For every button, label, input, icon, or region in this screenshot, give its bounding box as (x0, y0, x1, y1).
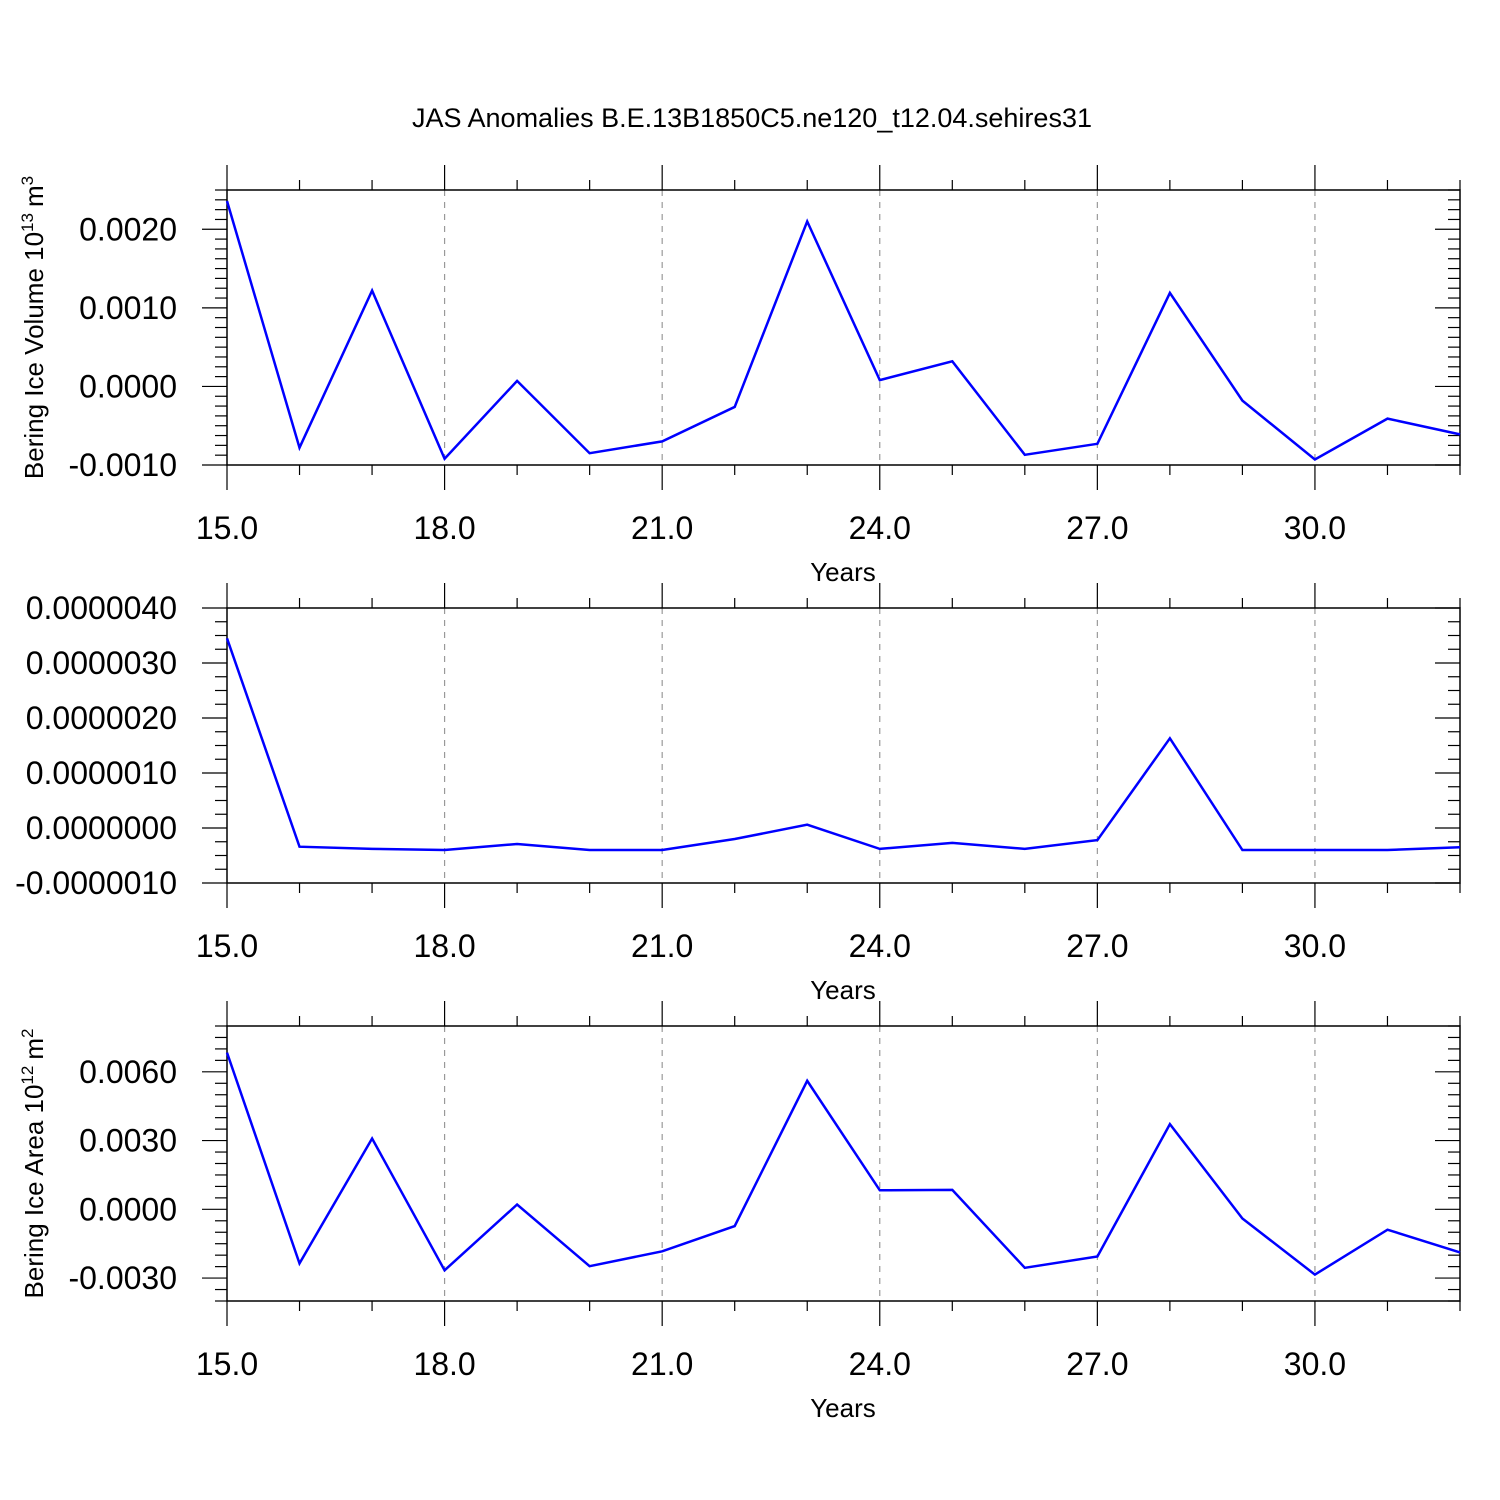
y-tick-label: 0.0000 (79, 368, 177, 404)
x-tick-label: 27.0 (1066, 928, 1128, 964)
x-axis-label: Years (810, 1393, 876, 1423)
x-tick-label: 15.0 (196, 510, 258, 546)
panel-3: 15.0 18.0 21.0 24.0 27.0 30.0 Years -0.0030 0.00… (18, 1001, 1461, 1423)
x-tick-label: 15.0 (196, 1346, 258, 1382)
y-tick-label: 0.0000 (79, 1191, 177, 1227)
y-tick-label: 0.0000010 (26, 755, 177, 791)
y-tick-label: 0.0030 (79, 1123, 177, 1159)
x-tick-label: 24.0 (849, 510, 911, 546)
y-tick-label: 0.0000030 (26, 645, 177, 681)
y-axis-label-text: Bering Ice Volume 10 (19, 232, 49, 479)
y-axis-label-exponent: 13 (18, 213, 37, 232)
plot-frame (226, 189, 1461, 466)
x-tick-label: 18.0 (413, 510, 475, 546)
x-tick-label: 30.0 (1284, 510, 1346, 546)
series-line (225, 1052, 1461, 1277)
y-tick-label: 0.0020 (79, 211, 177, 247)
y-axis-label: Bering Ice Volume 1013 m3 (18, 176, 49, 479)
y-tick-label: 0.0010 (79, 290, 177, 326)
x-tick-label: 24.0 (849, 928, 911, 964)
x-tick-label: 27.0 (1066, 1346, 1128, 1382)
x-axis-label: Years (810, 557, 876, 587)
y-axis-label-exponent: 12 (18, 1066, 37, 1085)
y-axis-label-unit-exponent: 3 (18, 176, 37, 185)
y-axis-label-unit: m (19, 1038, 49, 1060)
x-tick-label: 21.0 (631, 1346, 693, 1382)
y-tick-label: 0.0000020 (26, 700, 177, 736)
y-axis-label-text: Bering Ice Area 10 (19, 1085, 49, 1299)
x-tick-label: 15.0 (196, 928, 258, 964)
x-tick-label: 30.0 (1284, 1346, 1346, 1382)
y-axis-label: Bering Ice Area 1012 m2 (18, 1029, 49, 1299)
y-axis-label-unit: m (19, 185, 49, 207)
series-line (225, 200, 1461, 462)
x-axis-label: Years (810, 975, 876, 1005)
x-tick-label: 21.0 (631, 928, 693, 964)
plot-frame (226, 1025, 1461, 1302)
x-tick-label: 30.0 (1284, 928, 1346, 964)
x-tick-label: 18.0 (413, 928, 475, 964)
y-tick-label: -0.0010 (68, 447, 177, 483)
plot-frame (226, 607, 1461, 884)
y-tick-label: 0.0000000 (26, 810, 177, 846)
panel-2: 15.0 18.0 21.0 24.0 27.0 30.0 Years -0.0000010 0… (15, 583, 1461, 1005)
panel-1: 15.0 18.0 21.0 24.0 27.0 30.0 Years -0.0010 0.00… (18, 165, 1461, 587)
x-tick-label: 27.0 (1066, 510, 1128, 546)
x-tick-label: 18.0 (413, 1346, 475, 1382)
series-line (225, 637, 1461, 852)
y-tick-label: 0.0000040 (26, 590, 177, 626)
chart-title: JAS Anomalies B.E.13B1850C5.ne120_t12.04… (412, 103, 1092, 133)
x-tick-label: 21.0 (631, 510, 693, 546)
y-tick-label: -0.0000010 (15, 865, 177, 901)
y-tick-label: -0.0030 (68, 1260, 177, 1296)
y-tick-label: 0.0060 (79, 1054, 177, 1090)
x-tick-label: 24.0 (849, 1346, 911, 1382)
y-axis-label-unit-exponent: 2 (18, 1029, 37, 1038)
